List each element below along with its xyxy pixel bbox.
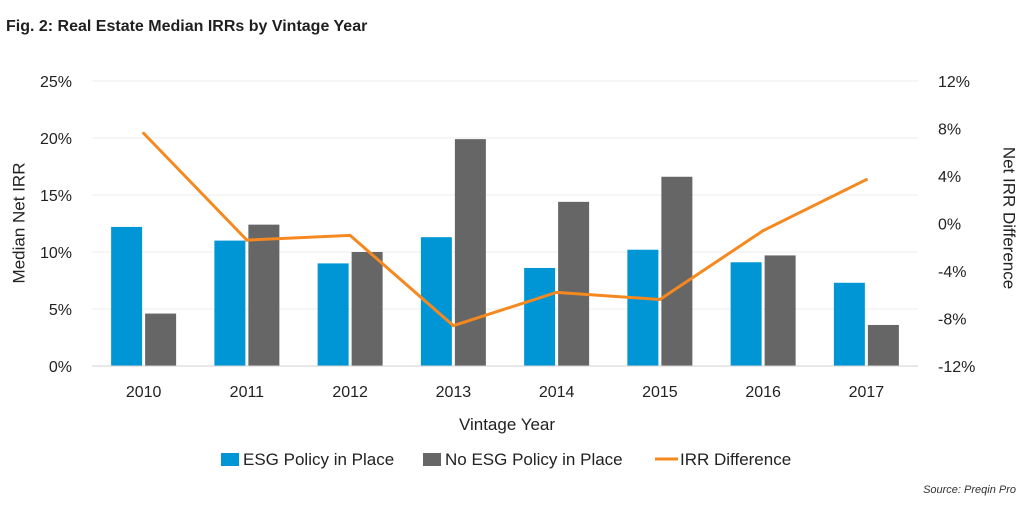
x-axis-ticks: 2010 2011 2012 2013 2014 2015 2016 2017 <box>126 384 884 401</box>
bar-esg <box>317 263 349 366</box>
x-tick-label: 2012 <box>332 384 368 401</box>
right-tick-label: -8% <box>938 312 966 329</box>
x-tick-label: 2015 <box>642 384 678 401</box>
legend: ESG Policy in Place No ESG Policy in Pla… <box>221 450 791 469</box>
bar-series <box>111 139 899 366</box>
x-tick-label: 2013 <box>436 384 472 401</box>
irr-difference-point <box>864 178 868 182</box>
left-tick-label: 5% <box>49 302 72 319</box>
irr-difference-point <box>245 238 249 242</box>
bar-no-esg <box>351 252 383 366</box>
legend-swatch-esg <box>221 453 239 466</box>
source-note: Source: Preqin Pro <box>923 484 1016 496</box>
bar-no-esg <box>661 176 693 366</box>
bar-esg <box>730 262 762 366</box>
line-series <box>142 131 868 328</box>
bar-no-esg <box>558 201 590 366</box>
irr-difference-point <box>451 324 455 328</box>
legend-label-no-esg: No ESG Policy in Place <box>445 450 623 469</box>
left-tick-label: 15% <box>40 188 72 205</box>
x-axis-title: Vintage Year <box>459 415 555 434</box>
irr-difference-point <box>555 290 559 294</box>
irr-difference-point <box>348 233 352 237</box>
right-axis-ticks: -12% -8% -4% 0% 4% 8% 12% <box>938 74 975 376</box>
x-tick-label: 2011 <box>230 384 265 401</box>
legend-label-esg: ESG Policy in Place <box>243 450 394 469</box>
bar-esg <box>111 226 143 366</box>
legend-swatch-no-esg <box>423 453 441 466</box>
irr-difference-point <box>142 131 146 135</box>
left-axis-title: Median Net IRR <box>9 163 28 284</box>
left-tick-label: 20% <box>40 131 72 148</box>
bar-esg <box>214 240 246 366</box>
right-tick-label: -12% <box>938 359 975 376</box>
bar-esg <box>524 267 556 366</box>
x-tick-label: 2010 <box>126 384 162 401</box>
x-tick-label: 2016 <box>745 384 781 401</box>
x-tick-label: 2017 <box>849 384 885 401</box>
chart-title: Fig. 2: Real Estate Median IRRs by Vinta… <box>6 18 368 35</box>
right-tick-label: 0% <box>938 217 961 234</box>
bar-no-esg <box>145 313 177 366</box>
irr-difference-point <box>761 229 765 233</box>
bar-esg <box>627 249 659 366</box>
right-tick-label: 4% <box>938 169 961 186</box>
irr-difference-line <box>142 132 868 328</box>
x-tick-label: 2014 <box>539 384 575 401</box>
bar-esg <box>833 282 865 366</box>
legend-label-irr-diff: IRR Difference <box>680 450 791 469</box>
left-axis-ticks: 0% 5% 10% 15% 20% 25% <box>40 74 72 376</box>
bar-no-esg <box>248 224 280 366</box>
bar-no-esg <box>764 255 796 366</box>
bar-no-esg <box>454 139 486 366</box>
left-tick-label: 10% <box>40 245 72 262</box>
right-tick-label: 8% <box>938 122 961 139</box>
bar-no-esg <box>867 324 899 366</box>
left-tick-label: 0% <box>49 359 72 376</box>
left-tick-label: 25% <box>40 74 72 91</box>
right-tick-label: -4% <box>938 264 966 281</box>
right-axis-title: Net IRR Difference <box>1000 147 1019 289</box>
irr-difference-point <box>658 298 662 301</box>
right-tick-label: 12% <box>938 74 970 91</box>
